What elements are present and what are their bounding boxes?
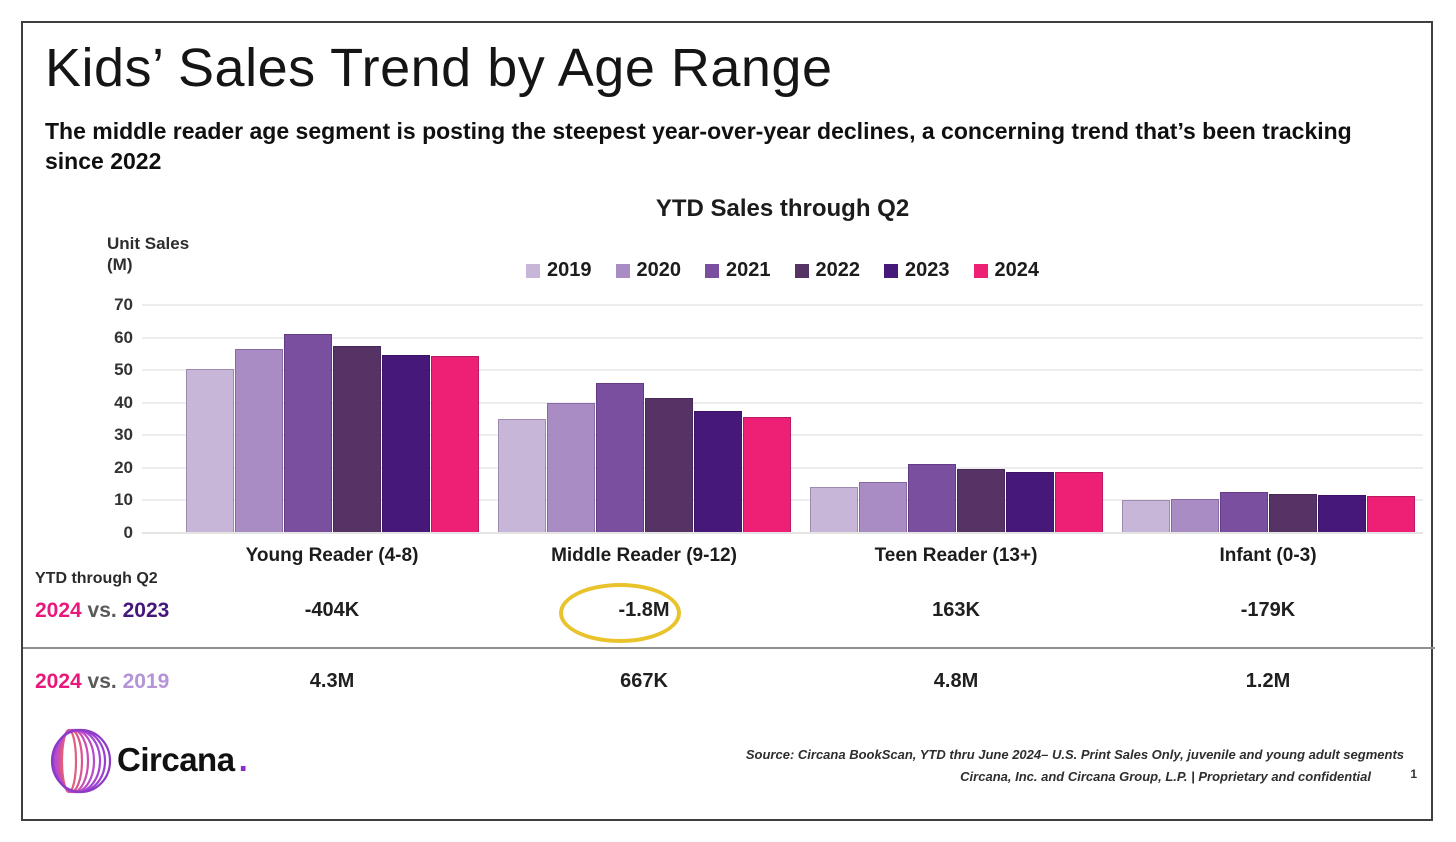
bar-2023 xyxy=(1005,472,1054,532)
legend-swatch-2024 xyxy=(973,263,988,278)
comparison-value-row1-col4: -179K xyxy=(1240,599,1296,621)
gridline-50 xyxy=(142,369,1423,372)
bar-2019 xyxy=(1121,499,1170,532)
year-2019-label: 2019 xyxy=(122,670,170,693)
gridline-70 xyxy=(142,304,1423,306)
vs-text: vs. xyxy=(81,670,123,693)
circana-logo-dot: . xyxy=(238,741,248,778)
bar-group-3 xyxy=(808,304,1104,532)
comparison-row-label-2: 2024 vs. 2019 xyxy=(35,670,169,694)
y-axis-label-line2: (M) xyxy=(107,255,133,275)
comparison-value-row1-col3: 163K xyxy=(932,599,980,621)
year-2023-label: 2023 xyxy=(122,599,170,622)
bar-group-2 xyxy=(496,304,792,532)
circana-sphere-icon xyxy=(50,728,112,794)
chart-title: YTD Sales through Q2 xyxy=(655,195,910,222)
bar-2024 xyxy=(1366,495,1415,532)
legend-swatch-2021 xyxy=(705,263,719,278)
bar-2020 xyxy=(234,348,283,532)
legend-item-2019: 2019 xyxy=(526,259,592,282)
bar-2022 xyxy=(1268,493,1317,532)
bar-2019 xyxy=(497,419,546,532)
legend-item-2022: 2022 xyxy=(794,259,861,282)
year-2024-accent: 2024 xyxy=(35,599,82,622)
source-line-1: Source: Circana BookScan, YTD thru June … xyxy=(745,747,1404,762)
y-axis-label-line1: Unit Sales xyxy=(107,234,190,253)
category-label: Teen Reader (13+) xyxy=(874,545,1038,566)
comparison-value-row1-col1: -404K xyxy=(304,599,360,621)
comparison-value-row2-col3: 4.8M xyxy=(933,670,979,692)
slide-frame: Kids’ Sales Trend by Age Range The middl… xyxy=(21,21,1435,821)
bar-2019 xyxy=(185,369,234,532)
comparison-value-row2-col4: 1.2M xyxy=(1245,670,1291,692)
bar-2022 xyxy=(332,346,381,532)
bar-2020 xyxy=(858,481,907,532)
bar-2024 xyxy=(742,417,791,532)
category-label: Middle Reader (9-12) xyxy=(551,545,737,566)
y-axis-label: Unit Sales (M) xyxy=(107,233,189,276)
comparison-value-row1-col2: -1.8M xyxy=(618,599,670,621)
y-tick-40: 40 xyxy=(114,392,133,412)
legend-item-2023: 2023 xyxy=(884,259,950,282)
bar-2023 xyxy=(693,411,742,532)
gridline-0 xyxy=(142,532,1423,534)
bar-2024 xyxy=(1054,471,1103,532)
bar-2021 xyxy=(283,333,332,532)
page-title: Kids’ Sales Trend by Age Range xyxy=(45,38,833,98)
gridline-60 xyxy=(142,336,1423,339)
page-number: 1 xyxy=(1410,767,1417,781)
bar-2019 xyxy=(809,487,858,532)
bar-2021 xyxy=(595,382,644,532)
legend-label-2024: 2024 xyxy=(994,259,1040,281)
bar-group-4 xyxy=(1120,304,1416,532)
subtitle: The middle reader age segment is posting… xyxy=(45,118,1352,174)
y-tick-10: 10 xyxy=(114,490,133,510)
category-label: Young Reader (4-8) xyxy=(245,545,419,566)
bar-2022 xyxy=(644,398,693,532)
legend-label-2022: 2022 xyxy=(815,259,861,281)
bar-2021 xyxy=(1219,492,1268,532)
highlight-ellipse-annotation xyxy=(559,583,681,643)
bar-2024 xyxy=(430,355,479,532)
legend-label-2023: 2023 xyxy=(905,259,950,281)
y-tick-0: 0 xyxy=(123,523,133,542)
bar-2020 xyxy=(546,403,595,532)
legend-label-2021: 2021 xyxy=(726,259,771,281)
legend-item-2021: 2021 xyxy=(705,259,771,282)
y-tick-70: 70 xyxy=(114,295,133,314)
vs-text: vs. xyxy=(81,599,123,622)
year-2024-accent: 2024 xyxy=(35,670,82,693)
bar-group-1 xyxy=(184,304,480,532)
table-row-header: YTD through Q2 xyxy=(35,570,158,587)
legend-label-2020: 2020 xyxy=(636,259,682,281)
bar-2020 xyxy=(1170,499,1219,532)
legend-swatch-2020 xyxy=(615,263,630,278)
legend-swatch-2019 xyxy=(526,263,540,278)
bar-2021 xyxy=(907,464,956,532)
category-label: Infant (0-3) xyxy=(1219,545,1317,566)
gridline-40 xyxy=(142,401,1423,404)
source-line-2: Circana, Inc. and Circana Group, L.P. | … xyxy=(960,769,1371,784)
comparison-value-row2-col1: 4.3M xyxy=(309,670,355,692)
legend-item-2020: 2020 xyxy=(615,259,682,282)
bar-2023 xyxy=(1317,495,1366,532)
bar-2023 xyxy=(381,354,430,532)
y-tick-60: 60 xyxy=(114,327,133,347)
comparison-value-row2-col2: 667K xyxy=(620,670,668,692)
legend-label-2019: 2019 xyxy=(547,259,592,281)
legend-item-2024: 2024 xyxy=(973,259,1040,282)
circana-logo-text: Circana xyxy=(117,741,235,778)
legend-swatch-2023 xyxy=(884,263,898,278)
comparison-row-label-1: 2024 vs. 2023 xyxy=(35,599,169,623)
legend-swatch-2022 xyxy=(794,263,809,278)
y-tick-20: 20 xyxy=(114,457,133,477)
y-tick-50: 50 xyxy=(114,360,133,380)
chart-legend: 2019 2020 2021 2022 2023 2024 xyxy=(142,259,1423,282)
table-divider xyxy=(23,647,1435,649)
bar-2022 xyxy=(956,468,1005,532)
circana-logo: Circana . xyxy=(39,723,248,797)
y-tick-30: 30 xyxy=(114,425,133,445)
